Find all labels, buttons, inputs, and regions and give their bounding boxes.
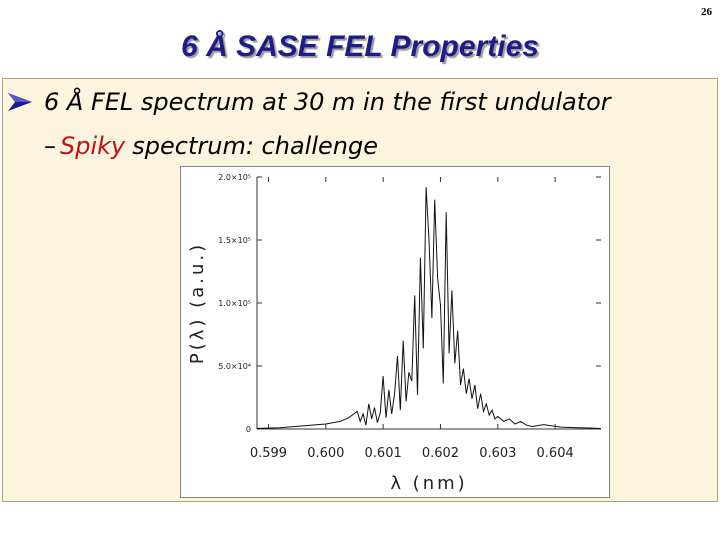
highlighted-word: Spiky (60, 132, 126, 160)
slide-number: 26 (701, 6, 712, 18)
spectrum-line (256, 187, 602, 429)
y-tick-label: 1.5×10⁵ (218, 236, 251, 245)
sub-bullet-text: spectrum: challenge (132, 132, 378, 160)
x-tick-label: 0.603 (479, 446, 516, 461)
slide-title: 6 Å SASE FEL Properties (181, 30, 539, 63)
x-tick-label: 0.602 (422, 446, 459, 461)
bullet-text: 6 Å FEL spectrum at 30 m in the first un… (44, 88, 611, 116)
bullet-item: 6 Å FEL spectrum at 30 m in the first un… (6, 86, 611, 118)
spectrum-chart: 0 5.0×10⁴ 1.0×10⁵ 1.5×10⁵ 2.0×10⁵ 0.599 0.600 0… (180, 166, 610, 498)
arrow-bullet-icon (8, 93, 32, 111)
x-tick-label: 0.601 (365, 446, 402, 461)
sub-bullet-item: – Spiky spectrum: challenge (44, 132, 378, 160)
y-tick-label: 1.0×10⁵ (218, 299, 251, 308)
x-tick-label: 0.599 (250, 446, 287, 461)
y-tick-label: 2.0×10⁵ (218, 173, 251, 182)
x-tick-label: 0.600 (307, 446, 344, 461)
y-tick-label: 0 (246, 425, 251, 434)
x-tick-label: 0.604 (537, 446, 574, 461)
y-axis-title: P(λ) (a.u.) (187, 242, 208, 364)
x-axis-title: λ (nm) (390, 473, 467, 494)
y-tick-label: 5.0×10⁴ (218, 362, 251, 371)
sub-bullet-dash: – (44, 132, 56, 160)
chart-canvas: 0 5.0×10⁴ 1.0×10⁵ 1.5×10⁵ 2.0×10⁵ 0.599 0.600 0… (187, 173, 602, 494)
